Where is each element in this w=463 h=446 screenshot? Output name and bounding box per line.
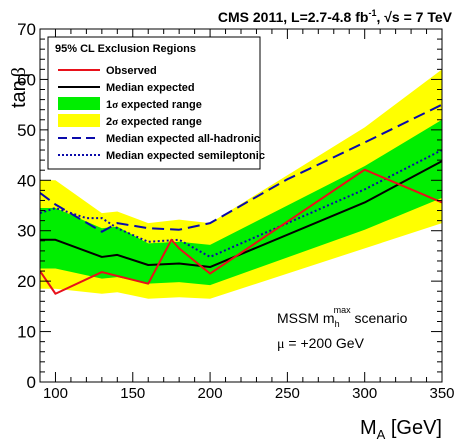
x-tick-label: 150: [120, 385, 145, 402]
legend-1sigma-label: 1σ expected range: [106, 99, 202, 111]
x-tick-label: 100: [43, 385, 68, 402]
series-semileptonic: [40, 149, 442, 258]
legend-2sigma-swatch: [58, 114, 100, 127]
x-tick-label: 200: [198, 385, 223, 402]
series-median-expected: [40, 160, 442, 269]
legend: 95% CL Exclusion Regions Observed Median…: [47, 36, 265, 170]
y-tick-label: 30: [17, 222, 36, 241]
scenario-annotation: MSSM mhmax scenario μ = +200 GeV: [277, 305, 408, 352]
y-tick-label: 60: [17, 70, 36, 89]
y-axis-label: tanβ: [8, 67, 30, 108]
legend-header: 95% CL Exclusion Regions: [55, 43, 196, 55]
x-tick-label: 350: [429, 385, 454, 402]
series-observed: [40, 168, 442, 295]
legend-2sigma-label: 2σ expected range: [106, 116, 202, 128]
x-tick-label: 300: [352, 385, 377, 402]
legend-1sigma-swatch: [58, 97, 100, 110]
series-all-hadronic: [40, 103, 442, 233]
legend-observed-label: Observed: [106, 65, 157, 77]
annotation-line1: MSSM mhmax scenario: [277, 305, 408, 329]
y-tick-label: 70: [17, 20, 36, 39]
band-1sigma: [40, 119, 442, 286]
ticks-layer: 100 150 200 250 300 350 0 10 20 30 40 50 60 70: [17, 20, 454, 402]
legend-median-label: Median expected: [106, 82, 195, 94]
y-tick-label: 0: [27, 373, 36, 392]
bands-layer: [40, 69, 442, 299]
annotation-line2: μ = +200 GeV: [277, 335, 365, 352]
lines-layer: [40, 103, 442, 295]
x-tick-label: 250: [275, 385, 300, 402]
y-tick-label: 40: [17, 171, 36, 190]
y-tick-label: 50: [17, 121, 36, 140]
y-tick-label: 20: [17, 272, 36, 291]
legend-hadronic-label: Median expected all-hadronic: [106, 133, 260, 145]
x-axis-label: MA [GeV]: [360, 417, 442, 442]
legend-semileptonic-label: Median expected semileptonic: [106, 150, 265, 162]
chart-title: CMS 2011, L=2.7-4.8 fb-1, √s = 7 TeV: [218, 8, 453, 25]
y-tick-label: 10: [17, 323, 36, 342]
